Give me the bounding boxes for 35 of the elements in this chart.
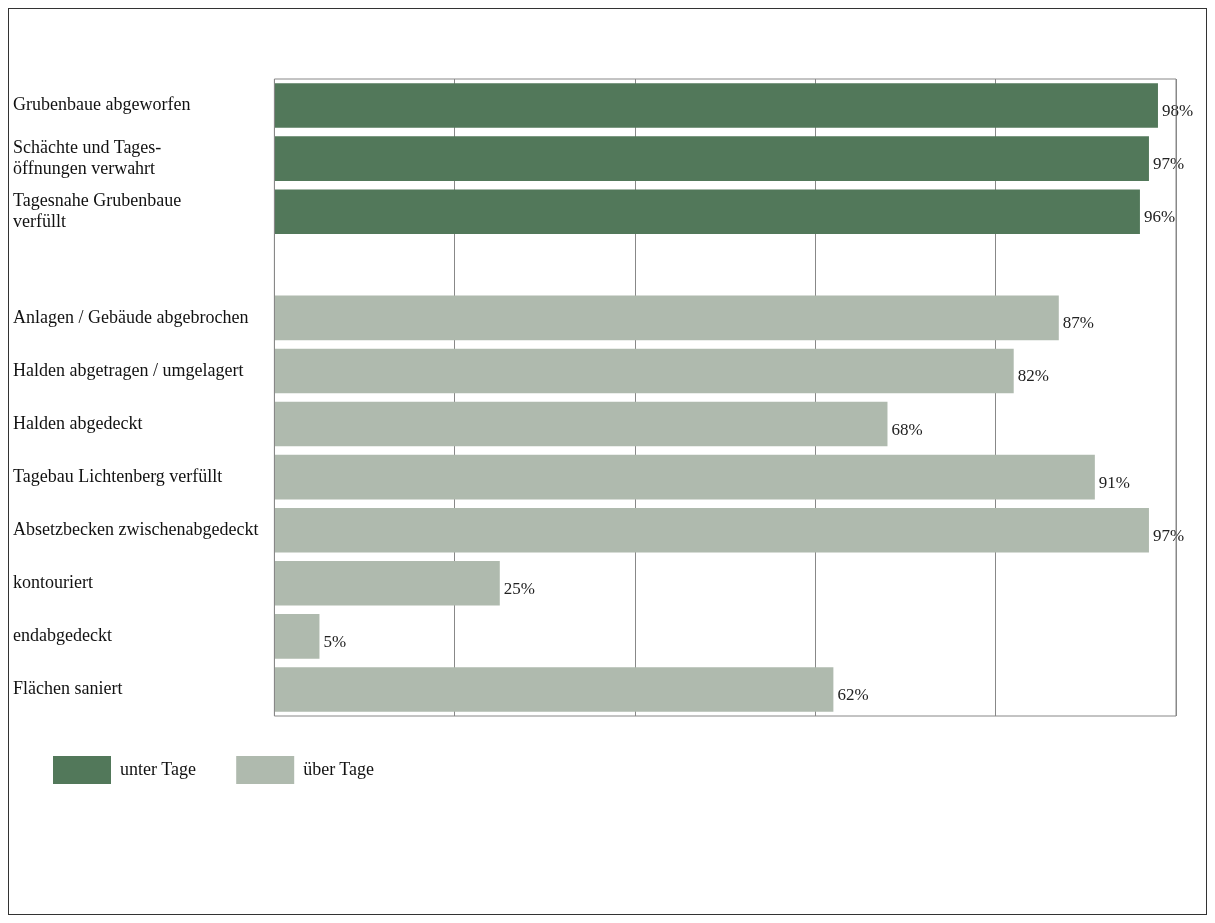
- data-label: 82%: [1017, 366, 1049, 386]
- bar: [274, 295, 1059, 341]
- bar: [274, 401, 888, 447]
- data-label: 98%: [1161, 101, 1194, 121]
- y-tick-label: Absetzbecken zwischenabgedeckt: [13, 518, 259, 539]
- y-tick-label: kontouriert: [13, 572, 93, 593]
- y-tick-label: endabgedeckt: [13, 625, 112, 646]
- data-label: 25%: [503, 578, 535, 598]
- bar: [274, 561, 500, 606]
- bar: [274, 454, 1095, 500]
- data-label: 62%: [837, 684, 869, 704]
- data-label: 5%: [323, 631, 347, 651]
- bar: [274, 136, 1149, 181]
- bar: [274, 83, 1158, 128]
- data-label: 97%: [1152, 154, 1185, 174]
- y-tick-label: Grubenbaue abgeworfen: [13, 94, 191, 115]
- y-tick-label: Halden abgedeckt: [13, 412, 143, 433]
- y-tick-label: Tagebau Lichtenberg verfüllt: [13, 465, 223, 486]
- data-label: 91%: [1098, 472, 1131, 492]
- data-label: 68%: [891, 419, 923, 439]
- data-label: 96%: [1143, 207, 1176, 227]
- bar: [274, 348, 1014, 394]
- y-tick-label: Flächen saniert: [13, 678, 123, 699]
- y-tick-label: Tagesnahe Grubenbaue verfüllt: [13, 189, 182, 232]
- y-tick-label: Anlagen / Gebäude abgebrochen: [13, 306, 249, 327]
- bar: [274, 614, 320, 659]
- data-label: 87%: [1062, 313, 1094, 333]
- bar: [274, 667, 834, 712]
- y-tick-label: Schächte und Tages- öffnungen verwahrt: [13, 136, 162, 179]
- bar: [274, 507, 1149, 553]
- legend-label: unter Tage: [120, 758, 196, 779]
- bar: [274, 189, 1140, 234]
- legend-label: über Tage: [303, 758, 375, 779]
- data-label: 97%: [1152, 525, 1185, 545]
- y-tick-label: Halden abgetragen / umgelagert: [13, 359, 244, 380]
